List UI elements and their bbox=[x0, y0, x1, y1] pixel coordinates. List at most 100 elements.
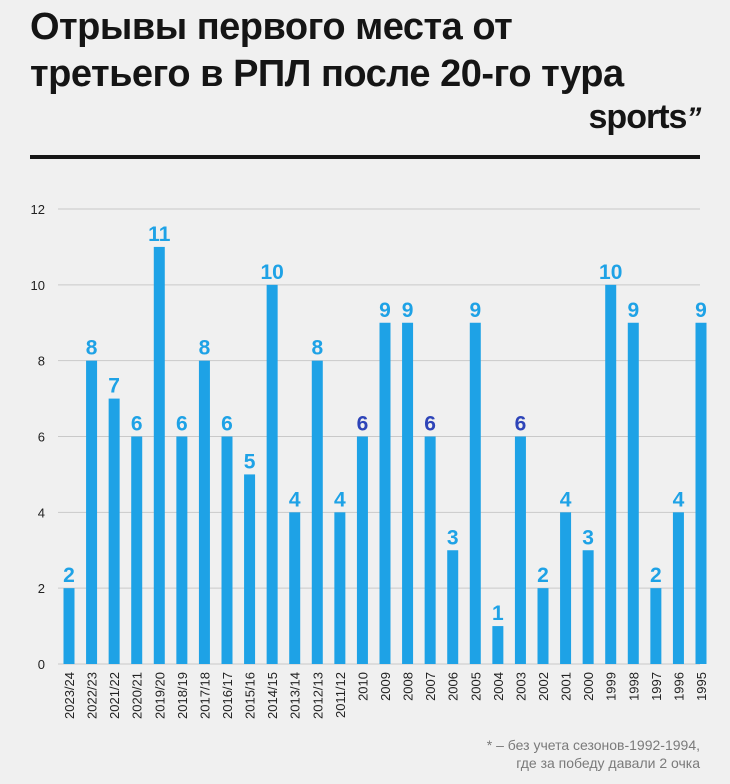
x-tick-label: 2001 bbox=[559, 672, 574, 701]
bar bbox=[131, 436, 143, 664]
y-tick-label: 8 bbox=[38, 354, 45, 369]
x-tick-label: 2002 bbox=[536, 672, 551, 701]
bar bbox=[86, 360, 98, 664]
bar bbox=[537, 588, 549, 664]
data-label: 4 bbox=[334, 488, 346, 511]
bar bbox=[402, 322, 414, 664]
x-tick-label: 2003 bbox=[513, 672, 528, 701]
data-label: 6 bbox=[515, 413, 527, 436]
footnote-line-2: где за победу давали 2 очка bbox=[516, 755, 700, 771]
data-label: 10 bbox=[599, 261, 622, 284]
x-tick-label: 2006 bbox=[446, 672, 461, 701]
bar bbox=[605, 284, 617, 664]
header-divider bbox=[30, 155, 700, 159]
y-tick-label: 4 bbox=[38, 505, 45, 520]
bar bbox=[334, 512, 346, 664]
bar bbox=[198, 360, 210, 664]
bar bbox=[672, 512, 684, 664]
data-label: 2 bbox=[650, 564, 662, 587]
y-tick-label: 2 bbox=[38, 581, 45, 596]
data-label: 9 bbox=[379, 299, 391, 322]
bar bbox=[244, 474, 256, 664]
bar bbox=[311, 360, 323, 664]
y-tick-label: 12 bbox=[31, 202, 45, 217]
brand-logo: sports’’ bbox=[588, 98, 701, 137]
x-tick-label: 2008 bbox=[401, 672, 416, 701]
x-tick-label: 2019/20 bbox=[152, 672, 167, 719]
bar bbox=[176, 436, 188, 664]
data-label: 6 bbox=[424, 413, 436, 436]
x-tick-label: 2022/23 bbox=[85, 672, 100, 719]
data-label: 2 bbox=[63, 564, 75, 587]
bar bbox=[266, 284, 278, 664]
bar bbox=[514, 436, 526, 664]
x-tick-label: 2021/22 bbox=[107, 672, 122, 719]
bar bbox=[650, 588, 662, 664]
bar bbox=[560, 512, 572, 664]
data-label: 10 bbox=[260, 261, 283, 284]
x-tick-label: 2020/21 bbox=[130, 672, 145, 719]
data-label: 6 bbox=[176, 413, 188, 436]
x-tick-label: 1997 bbox=[649, 672, 664, 701]
x-tick-label: 2012/13 bbox=[310, 672, 325, 719]
x-tick-label: 1998 bbox=[626, 672, 641, 701]
bar bbox=[695, 322, 707, 664]
bar bbox=[289, 512, 301, 664]
page-title: Отрывы первого места от третьего в РПЛ п… bbox=[30, 6, 624, 95]
data-label: 4 bbox=[560, 488, 572, 511]
data-label: 9 bbox=[695, 299, 707, 322]
x-tick-label: 2017/18 bbox=[197, 672, 212, 719]
data-label: 2 bbox=[537, 564, 549, 587]
y-tick-label: 10 bbox=[31, 278, 45, 293]
data-label: 4 bbox=[673, 488, 685, 511]
bar bbox=[492, 626, 504, 664]
data-label: 6 bbox=[357, 413, 369, 436]
data-label: 1 bbox=[492, 602, 504, 625]
bar bbox=[469, 322, 481, 664]
bar bbox=[108, 398, 120, 664]
footnote: * – без учета сезонов-1992-1994, где за … bbox=[487, 736, 700, 772]
x-tick-label: 1995 bbox=[694, 672, 709, 701]
data-label: 3 bbox=[447, 526, 459, 549]
bar bbox=[424, 436, 436, 664]
data-label: 5 bbox=[244, 450, 256, 473]
bar bbox=[153, 246, 165, 664]
data-label: 8 bbox=[199, 337, 211, 360]
bar bbox=[356, 436, 368, 664]
bar bbox=[63, 588, 75, 664]
y-tick-label: 6 bbox=[38, 430, 45, 445]
data-label: 9 bbox=[627, 299, 639, 322]
brand-name: sports bbox=[588, 98, 688, 136]
x-tick-label: 2000 bbox=[581, 672, 596, 701]
bar bbox=[627, 322, 639, 664]
data-label: 9 bbox=[469, 299, 481, 322]
x-tick-label: 2016/17 bbox=[220, 672, 235, 719]
y-tick-label: 0 bbox=[38, 657, 45, 672]
data-label: 8 bbox=[86, 337, 98, 360]
x-tick-label: 1996 bbox=[671, 672, 686, 701]
x-tick-label: 2009 bbox=[378, 672, 393, 701]
x-tick-label: 2005 bbox=[468, 672, 483, 701]
data-label: 9 bbox=[402, 299, 414, 322]
data-label: 11 bbox=[148, 223, 171, 246]
data-label: 4 bbox=[289, 488, 301, 511]
x-tick-label: 2011/12 bbox=[333, 672, 348, 718]
data-label: 8 bbox=[311, 337, 323, 360]
x-tick-label: 2010 bbox=[355, 672, 370, 701]
bar bbox=[582, 550, 594, 664]
x-tick-label: 2023/24 bbox=[62, 672, 77, 719]
x-tick-label: 2004 bbox=[491, 672, 506, 701]
x-tick-label: 2014/15 bbox=[265, 672, 280, 719]
data-label: 6 bbox=[131, 413, 143, 436]
data-label: 3 bbox=[582, 526, 594, 549]
x-tick-label: 2018/19 bbox=[175, 672, 190, 719]
x-tick-label: 2007 bbox=[423, 672, 438, 701]
brand-mark-icon: ’’ bbox=[686, 102, 701, 135]
x-tick-label: 2013/14 bbox=[288, 672, 303, 719]
bar bbox=[379, 322, 391, 664]
bar bbox=[447, 550, 459, 664]
x-tick-label: 2015/16 bbox=[243, 672, 258, 719]
bar bbox=[221, 436, 233, 664]
data-label: 7 bbox=[108, 375, 120, 398]
